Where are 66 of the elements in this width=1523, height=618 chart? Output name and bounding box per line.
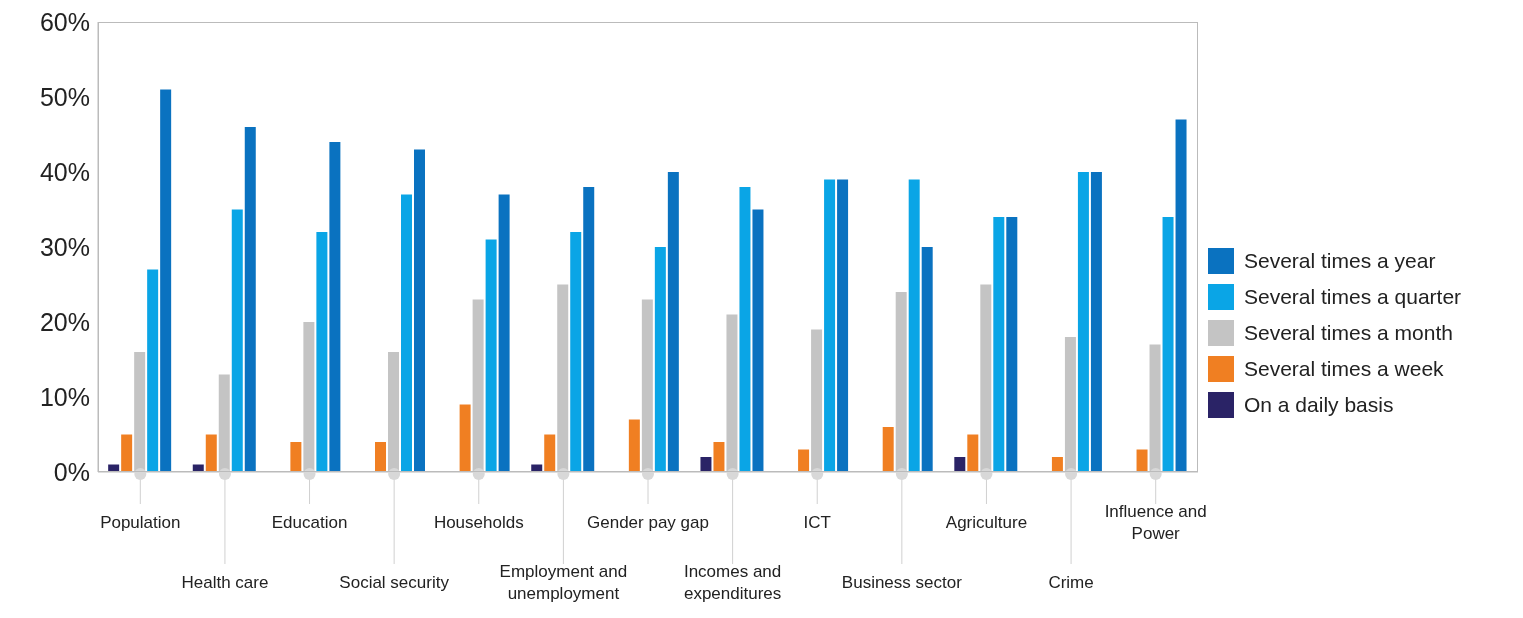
bar <box>1077 172 1089 472</box>
bar <box>1006 217 1018 472</box>
bar <box>739 187 751 472</box>
bar <box>713 442 725 472</box>
bar <box>1175 119 1187 472</box>
bar <box>160 89 172 472</box>
bar <box>1162 217 1174 472</box>
legend-label: Several times a quarter <box>1244 285 1462 309</box>
bar <box>752 209 764 472</box>
bar <box>459 404 471 472</box>
bar <box>882 427 894 472</box>
bar <box>290 442 302 472</box>
bar <box>401 194 412 472</box>
bar <box>700 457 712 472</box>
bar <box>544 434 556 472</box>
bar <box>967 434 979 472</box>
bar <box>329 142 341 472</box>
x-tick-label: Education <box>271 513 348 532</box>
bar <box>993 217 1005 472</box>
x-tick-label: Gender pay gap <box>587 513 709 532</box>
bar <box>205 434 217 472</box>
legend-label: On a daily basis <box>1244 393 1394 417</box>
bar <box>654 247 666 472</box>
bar <box>231 209 243 472</box>
y-tick-label: 50% <box>39 82 90 111</box>
x-tick-label: Influence and Power <box>1104 502 1207 543</box>
bar <box>908 179 920 472</box>
bar <box>375 442 386 472</box>
x-tick-label: Health care <box>181 573 269 592</box>
legend-label: Several times a year <box>1244 249 1436 273</box>
y-tick-label: 20% <box>39 307 90 336</box>
bar <box>798 449 810 472</box>
legend-label: Several times a week <box>1244 357 1444 381</box>
legend-label: Several times a month <box>1244 321 1453 345</box>
bar <box>414 149 425 472</box>
bar <box>316 232 328 472</box>
x-tick-label: Business sector <box>841 573 963 592</box>
bar <box>1090 172 1102 472</box>
x-tick-label: Incomes and expenditures <box>683 562 782 603</box>
y-tick-label: 30% <box>39 232 90 261</box>
bar <box>485 239 497 472</box>
x-tick-label: Agriculture <box>945 513 1028 532</box>
y-tick-label: 10% <box>39 382 90 411</box>
bar <box>954 457 966 472</box>
bar <box>498 194 510 472</box>
bar <box>921 247 933 472</box>
bar <box>824 179 836 472</box>
bar <box>147 269 159 472</box>
x-tick-label: Population <box>100 513 181 532</box>
y-tick-label: 40% <box>39 157 90 186</box>
bar <box>1136 449 1148 472</box>
bar <box>583 187 595 472</box>
bar <box>837 179 849 472</box>
x-tick-label: ICT <box>803 513 831 532</box>
bar <box>244 127 256 472</box>
x-tick-label: Social security <box>339 573 450 592</box>
x-tick-label: Employment and unemployment <box>499 562 628 603</box>
bar <box>570 232 582 472</box>
x-tick-label: Crime <box>1048 573 1094 592</box>
bar <box>628 419 640 472</box>
y-tick-label: 0% <box>53 457 90 486</box>
bar <box>1051 457 1063 472</box>
bar <box>121 434 133 472</box>
y-tick-label: 60% <box>39 7 90 36</box>
bar <box>667 172 679 472</box>
x-tick-label: Households <box>433 513 524 532</box>
